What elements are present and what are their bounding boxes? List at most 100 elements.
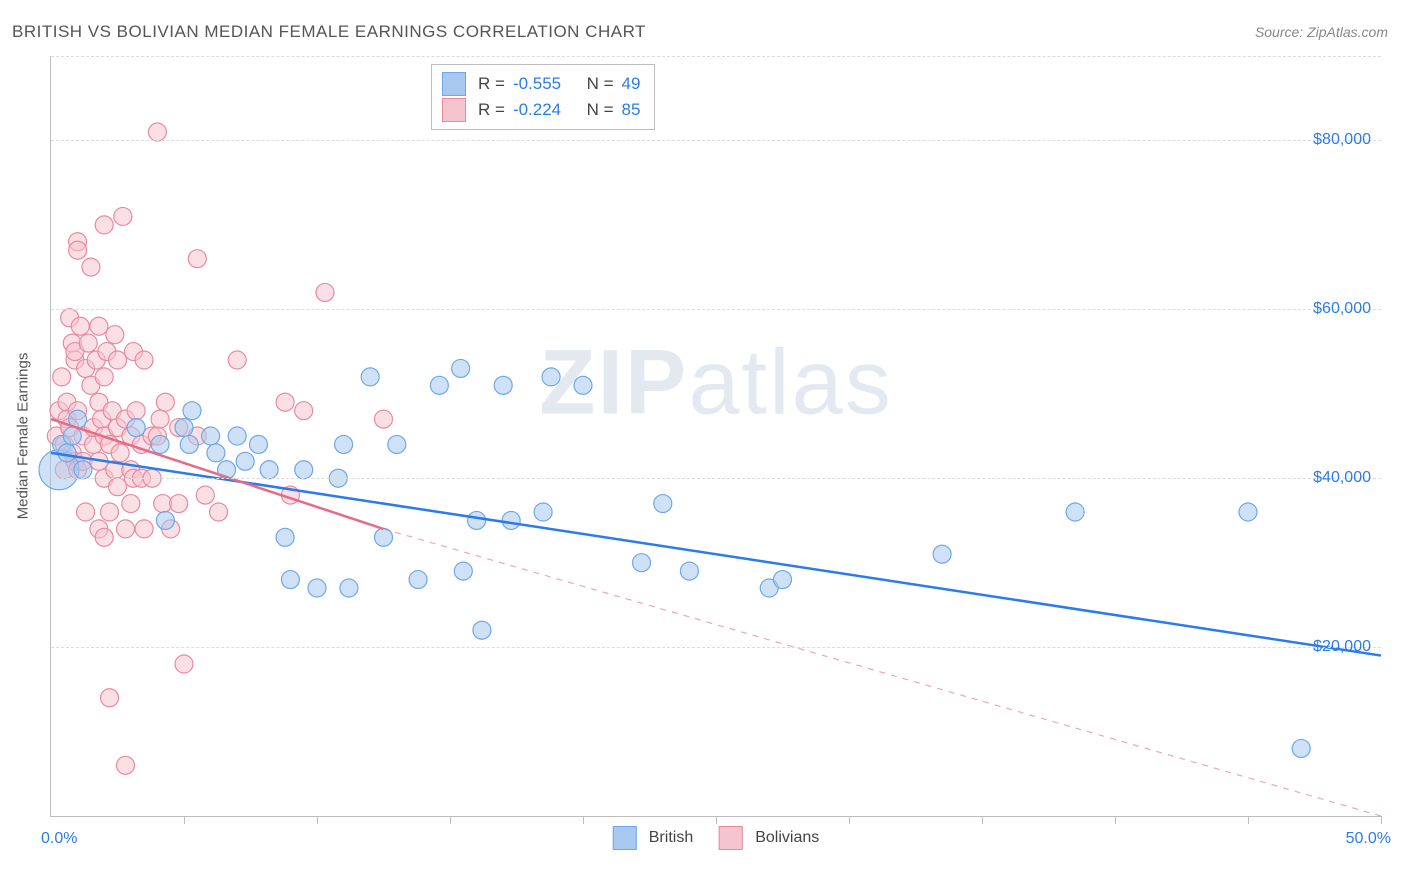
n-value-british: 49 [622,71,641,97]
scatter-point-bolivians [210,503,228,521]
scatter-point-bolivians [122,495,140,513]
scatter-point-bolivians [101,503,119,521]
scatter-point-british [933,545,951,563]
scatter-point-bolivians [135,520,153,538]
scatter-point-british [502,511,520,529]
scatter-point-bolivians [316,283,334,301]
scatter-point-british [454,562,472,580]
x-tick [716,816,717,824]
scatter-point-british [452,359,470,377]
y-axis-title: Median Female Earnings [15,353,32,520]
swatch-bolivians-bottom [719,826,743,850]
scatter-point-bolivians [90,317,108,335]
scatter-point-british [202,427,220,445]
source-label: Source: ZipAtlas.com [1255,24,1388,40]
scatter-point-bolivians [109,351,127,369]
gridline [51,647,1381,648]
n-value-bolivians: 85 [622,97,641,123]
x-tick [1115,816,1116,824]
scatter-point-british [1066,503,1084,521]
x-tick [982,816,983,824]
legend-stats-box: R = -0.555 N = 49 R = -0.224 N = 85 [431,64,655,130]
n-label: N = [587,97,614,123]
swatch-british-bottom [613,826,637,850]
scatter-point-bolivians [53,368,71,386]
scatter-point-british [494,376,512,394]
n-label: N = [587,71,614,97]
scatter-point-british [409,571,427,589]
scatter-point-bolivians [188,250,206,268]
y-tick-label: $40,000 [1313,469,1371,487]
scatter-point-bolivians [116,520,134,538]
scatter-point-british [574,376,592,394]
scatter-point-bolivians [101,689,119,707]
scatter-point-british [340,579,358,597]
r-value-bolivians: -0.224 [513,97,561,123]
x-tick [1381,816,1382,824]
scatter-point-bolivians [135,351,153,369]
legend-stats-row-bolivians: R = -0.224 N = 85 [442,97,640,123]
scatter-point-bolivians [151,410,169,428]
scatter-point-british [151,435,169,453]
scatter-point-bolivians [154,495,172,513]
legend-stats-row-british: R = -0.555 N = 49 [442,71,640,97]
trend-line-dashed-bolivians [384,529,1382,816]
scatter-point-british [183,402,201,420]
y-tick-label: $20,000 [1313,638,1371,656]
x-tick [184,816,185,824]
x-tick [450,816,451,824]
scatter-point-british [63,427,81,445]
scatter-point-british [388,435,406,453]
y-tick-label: $80,000 [1313,131,1371,149]
scatter-point-british [58,444,76,462]
scatter-point-bolivians [127,402,145,420]
scatter-point-bolivians [196,486,214,504]
scatter-point-bolivians [106,326,124,344]
scatter-point-british [260,461,278,479]
scatter-point-british [180,435,198,453]
chart-svg [51,56,1381,816]
r-label: R = [478,71,505,97]
scatter-point-bolivians [295,402,313,420]
scatter-point-british [335,435,353,453]
scatter-point-bolivians [111,444,129,462]
scatter-point-bolivians [79,334,97,352]
scatter-point-british [228,427,246,445]
scatter-point-bolivians [95,368,113,386]
scatter-point-british [534,503,552,521]
scatter-point-bolivians [228,351,246,369]
scatter-point-british [276,528,294,546]
scatter-point-bolivians [116,756,134,774]
legend-label-british: British [649,829,693,847]
x-axis-max-label: 50.0% [1346,830,1391,848]
scatter-point-bolivians [276,393,294,411]
scatter-point-british [468,511,486,529]
scatter-point-british [361,368,379,386]
scatter-point-british [654,495,672,513]
scatter-point-british [236,452,254,470]
scatter-point-bolivians [375,410,393,428]
scatter-point-bolivians [175,655,193,673]
x-tick [849,816,850,824]
scatter-point-british [207,444,225,462]
scatter-point-bolivians [77,503,95,521]
scatter-point-british [175,419,193,437]
x-tick [1248,816,1249,824]
r-label: R = [478,97,505,123]
gridline [51,140,1381,141]
x-axis-min-label: 0.0% [41,830,77,848]
plot-area: Median Female Earnings ZIPatlas R = -0.5… [50,56,1381,817]
legend-item-bolivians: Bolivians [719,826,819,850]
gridline [51,56,1381,57]
swatch-bolivians [442,98,466,122]
swatch-british [442,72,466,96]
scatter-point-bolivians [82,258,100,276]
scatter-point-british [1292,739,1310,757]
scatter-point-british [430,376,448,394]
x-tick [317,816,318,824]
legend-label-bolivians: Bolivians [755,829,819,847]
scatter-point-british [680,562,698,580]
scatter-point-british [308,579,326,597]
scatter-point-british [1239,503,1257,521]
scatter-point-bolivians [95,528,113,546]
